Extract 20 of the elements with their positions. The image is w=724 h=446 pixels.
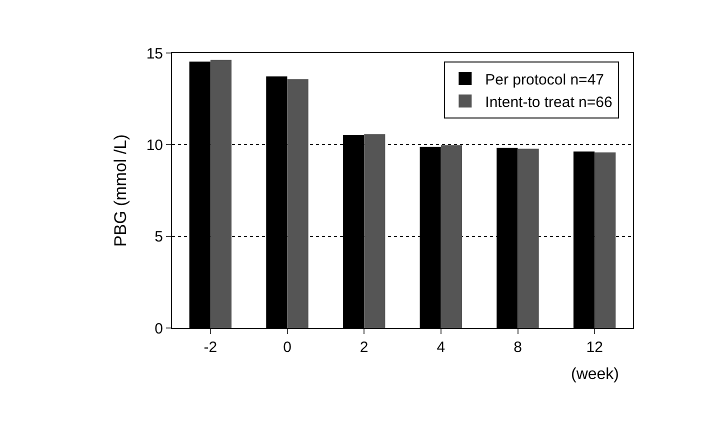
x-tick-label: 0 <box>283 339 292 356</box>
y-tick-label: 10 <box>146 136 163 154</box>
bar <box>440 145 462 328</box>
y-tick-label: 5 <box>154 228 163 246</box>
legend-label: Per protocol n=47 <box>485 71 604 88</box>
bar <box>594 152 616 328</box>
bar <box>287 79 308 328</box>
bar <box>518 148 539 328</box>
bar <box>364 134 386 328</box>
x-tick-label: 4 <box>436 339 446 356</box>
x-axis-title: (week) <box>571 366 620 383</box>
x-tick-label: -2 <box>204 339 218 356</box>
y-tick-label: 0 <box>154 320 163 338</box>
x-tick-label: 2 <box>360 339 368 356</box>
legend-label: Intent-to treat n=66 <box>485 94 612 111</box>
y-axis-title: PBG (mmol /L) <box>110 134 130 247</box>
y-tick-label: 15 <box>146 45 163 62</box>
x-tick-label: 12 <box>586 339 603 356</box>
x-tick-label: 8 <box>514 339 522 356</box>
bar <box>210 60 232 328</box>
